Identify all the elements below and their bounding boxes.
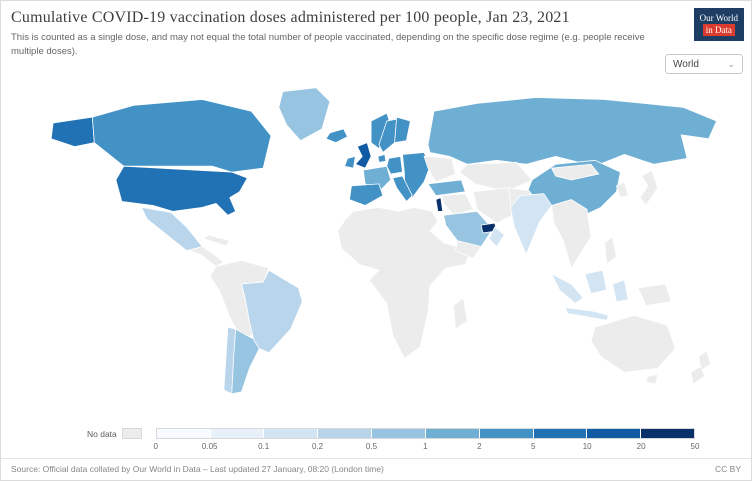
chart-subtitle: This is counted as a single dose, and ma…: [11, 32, 645, 57]
legend-bin-0.5-1[interactable]: [372, 429, 426, 438]
legend-bin-20-50[interactable]: [641, 429, 695, 438]
source-note: Source: Official data collated by Our Wo…: [11, 464, 384, 474]
country-yemen[interactable]: [455, 239, 482, 259]
map-legend: No data 0 0.05 0.1 0.2 0.5 1 2 5 10 20 50: [1, 428, 751, 458]
country-sulawesi[interactable]: [612, 279, 629, 302]
legend-tick-label: 0.1: [258, 442, 270, 451]
country-new-zealand-south[interactable]: [690, 365, 706, 385]
chart-title: Cumulative COVID-19 vaccination doses ad…: [11, 9, 570, 26]
legend-no-data-label: No data: [87, 428, 117, 439]
legend-bin-10-20[interactable]: [587, 429, 642, 438]
country-turkey[interactable]: [427, 179, 466, 196]
country-ukraine[interactable]: [423, 155, 456, 182]
legend-bin-5-10[interactable]: [533, 429, 588, 438]
country-iceland[interactable]: [325, 127, 349, 143]
country-iran[interactable]: [472, 186, 517, 224]
country-eastern-europe[interactable]: [402, 151, 431, 198]
owid-logo-line2: in Data: [702, 24, 735, 37]
country-tasmania[interactable]: [645, 373, 659, 385]
legend-scale: 0 0.05 0.1 0.2 0.5 1 2 5 10 20 50: [153, 428, 700, 455]
country-borneo[interactable]: [584, 269, 608, 294]
country-ireland[interactable]: [344, 155, 356, 169]
country-india[interactable]: [510, 192, 553, 256]
country-sweden[interactable]: [378, 118, 398, 153]
country-africa[interactable]: [337, 206, 472, 359]
legend-bar: [155, 428, 695, 439]
country-japan[interactable]: [639, 169, 659, 206]
legend-bin-1-2[interactable]: [425, 429, 480, 438]
legend-tick-label: 5: [531, 442, 536, 451]
country-canada[interactable]: [91, 98, 272, 173]
country-madagascar[interactable]: [453, 296, 468, 330]
chart-header: Cumulative COVID-19 vaccination doses ad…: [1, 1, 751, 59]
legend-tick-label: 0.5: [365, 442, 378, 451]
region-dropdown[interactable]: World ⌄: [665, 54, 743, 74]
country-south-korea[interactable]: [615, 180, 629, 198]
country-cuba[interactable]: [203, 233, 231, 246]
legend-tick-label: 2: [477, 442, 482, 451]
country-finland[interactable]: [394, 116, 411, 143]
country-italy[interactable]: [392, 175, 413, 202]
country-kazakhstan[interactable]: [458, 161, 533, 192]
country-russia[interactable]: [427, 96, 718, 167]
country-central-america[interactable]: [187, 245, 225, 267]
legend-tick-label: 0.05: [201, 442, 218, 451]
country-denmark[interactable]: [377, 153, 387, 163]
country-mexico[interactable]: [140, 206, 203, 251]
legend-bin-0-0.05[interactable]: [156, 429, 211, 438]
legend-tick-label: 0.2: [311, 442, 324, 451]
country-united-kingdom[interactable]: [354, 141, 372, 169]
legend-bin-0.2-0.5[interactable]: [318, 429, 373, 438]
country-israel[interactable]: [435, 196, 444, 212]
country-united-states[interactable]: [115, 165, 249, 216]
country-new-zealand-north[interactable]: [698, 349, 712, 371]
legend-tick-label: 1: [423, 442, 428, 451]
legend-bin-0.05-0.1[interactable]: [210, 429, 265, 438]
region-dropdown-value: World: [673, 58, 699, 70]
owid-logo-line1: Our World: [699, 13, 738, 23]
legend-tick-label: 0: [153, 442, 159, 451]
legend-tick-label: 20: [636, 442, 646, 451]
country-philippines[interactable]: [604, 235, 617, 265]
country-sumatra[interactable]: [550, 272, 584, 304]
legend-no-data-swatch[interactable]: [121, 428, 142, 439]
chart-footer: Source: Official data collated by Our Wo…: [1, 458, 751, 480]
legend-no-data: No data: [87, 428, 142, 439]
license-link[interactable]: CC BY: [715, 464, 741, 474]
country-australia[interactable]: [590, 314, 676, 373]
country-mongolia[interactable]: [551, 163, 600, 180]
legend-bin-2-5[interactable]: [479, 429, 534, 438]
country-new-guinea[interactable]: [637, 283, 672, 306]
chevron-down-icon: ⌄: [727, 58, 735, 69]
country-southeast-asia[interactable]: [551, 198, 592, 269]
country-oman[interactable]: [488, 225, 506, 247]
legend-labels: 0 0.05 0.1 0.2 0.5 1 2 5 10 20 50: [153, 442, 700, 452]
country-java[interactable]: [564, 306, 610, 321]
world-map-svg: [50, 86, 718, 395]
world-map: [1, 59, 751, 428]
country-spain[interactable]: [349, 182, 384, 206]
legend-tick-label: 10: [582, 442, 592, 451]
country-iraq-syria[interactable]: [441, 192, 474, 216]
country-alaska[interactable]: [50, 116, 95, 147]
country-greenland[interactable]: [278, 86, 331, 141]
owid-logo[interactable]: Our World in Data: [693, 8, 744, 42]
country-argentina[interactable]: [231, 328, 260, 394]
country-germany[interactable]: [386, 155, 403, 175]
legend-tick-label: 50: [690, 442, 700, 451]
legend-bin-0.1-0.2[interactable]: [264, 429, 319, 438]
country-brazil[interactable]: [241, 269, 303, 353]
